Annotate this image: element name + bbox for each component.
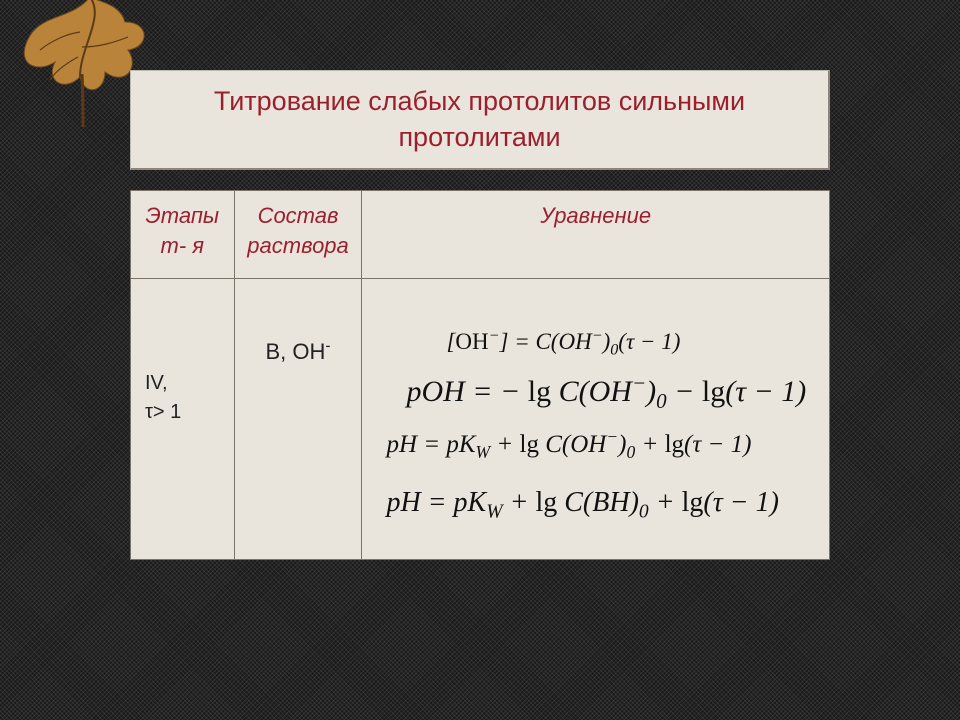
table-row: IV, τ> 1 B, OH- [OH−] = C(OH−)0(τ − 1) p… <box>131 279 830 560</box>
col-header-stage: Этапы т- я <box>131 191 235 279</box>
col-header-composition: Состав раствора <box>234 191 362 279</box>
titration-table: Этапы т- я Состав раствора Уравнение IV,… <box>130 190 830 560</box>
cell-stage: IV, τ> 1 <box>131 279 235 560</box>
title-box: Титрование слабых протолитов сильными пр… <box>130 70 830 170</box>
cell-equations: [OH−] = C(OH−)0(τ − 1) pOH = − lg C(OH−)… <box>362 279 830 560</box>
slide-title: Титрование слабых протолитов сильными пр… <box>161 84 798 154</box>
equation-2: pOH = − lg C(OH−)0 − lg(τ − 1) <box>406 375 811 409</box>
equation-1: [OH−] = C(OH−)0(τ − 1) <box>446 329 811 355</box>
col-header-equation: Уравнение <box>362 191 830 279</box>
slide: Титрование слабых протолитов сильными пр… <box>0 0 960 720</box>
equation-4: pH = pKW + lg C(BH)0 + lg(τ − 1) <box>386 487 811 519</box>
cell-composition: B, OH- <box>234 279 362 560</box>
table-header-row: Этапы т- я Состав раствора Уравнение <box>131 191 830 279</box>
equation-3: pH = pKW + lg C(OH−)0 + lg(τ − 1) <box>386 431 811 459</box>
